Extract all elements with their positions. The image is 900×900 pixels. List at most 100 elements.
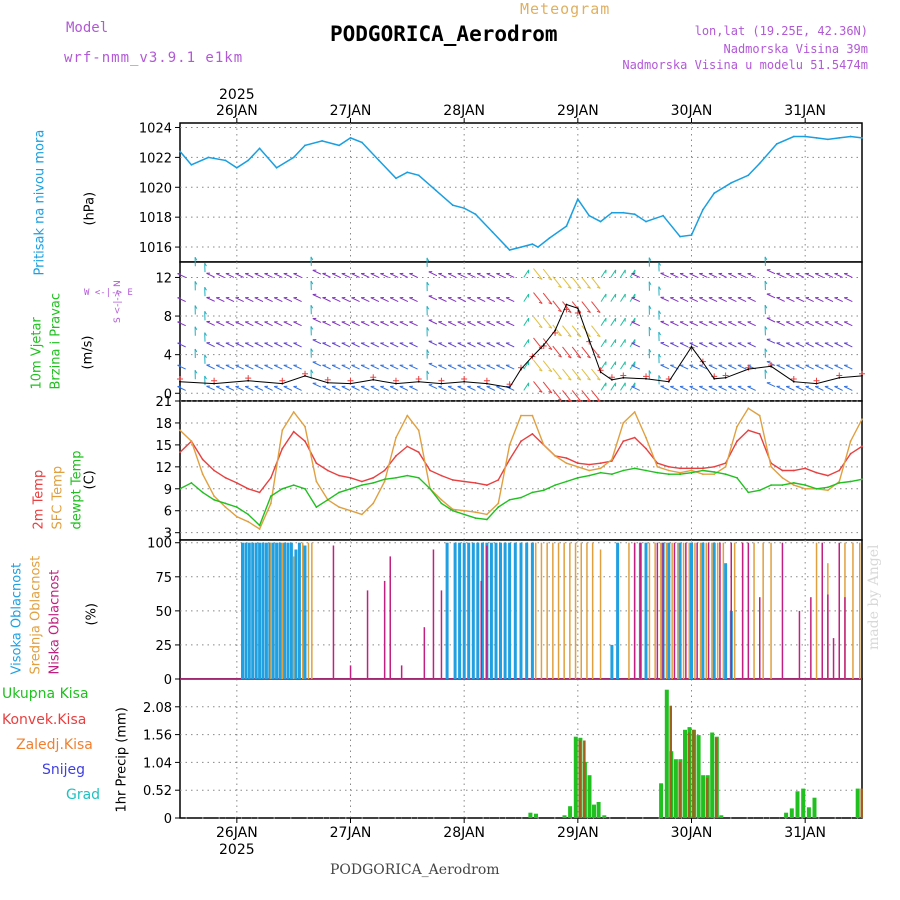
y-tick-label: 12 xyxy=(155,271,172,286)
wind-arrow-head xyxy=(558,355,562,358)
wind-arrow-head xyxy=(596,334,601,338)
wind-arrow xyxy=(380,386,389,391)
dewpt-line-point xyxy=(849,480,852,483)
wind-arrow xyxy=(322,297,331,302)
wind-arrow xyxy=(399,297,409,303)
temp-panel xyxy=(179,400,863,541)
dewpt-line-point xyxy=(315,506,318,508)
wind-arrow-head xyxy=(548,302,553,305)
wind-speed-line-point xyxy=(463,380,466,383)
cloud-low-bar xyxy=(349,665,352,679)
wind-speed-line-point xyxy=(542,344,545,346)
wind-arrow xyxy=(581,301,591,313)
wind-arrow xyxy=(776,385,785,391)
wind-arrow xyxy=(467,273,476,278)
wind-arrow xyxy=(620,339,626,348)
wind-arrow xyxy=(776,321,785,327)
precip-total-bar xyxy=(568,806,573,818)
wind-arrow-head xyxy=(558,398,562,401)
pressure-line-point xyxy=(861,137,863,139)
legend-snow: Snijeg xyxy=(42,762,86,778)
dewpt-line-point xyxy=(372,482,375,484)
pressure-line-point xyxy=(804,135,807,138)
sfc-temp-line-point xyxy=(372,502,375,505)
cloud-high-bar xyxy=(247,542,251,679)
t2m-line-point xyxy=(451,479,454,481)
wind-arrow xyxy=(533,337,543,350)
pressure-line-point xyxy=(508,249,511,251)
wind-arrow xyxy=(370,342,380,348)
cloud-mid-bar xyxy=(546,542,548,679)
sfc-temp-line-point xyxy=(486,513,488,516)
wind-arrow xyxy=(785,364,795,370)
wind-arrow xyxy=(718,364,727,370)
wind-arrow xyxy=(273,273,283,278)
wind-arrow xyxy=(737,364,747,370)
wind-arrow xyxy=(591,277,601,289)
sfc-temp-line-point xyxy=(542,444,545,446)
wind-arrow-head xyxy=(426,257,430,262)
wind-arrow xyxy=(486,273,496,278)
wind-arrow xyxy=(322,342,331,348)
wind-arrow xyxy=(591,346,601,359)
wind-arrow-head xyxy=(548,278,553,281)
wind-arrow xyxy=(670,342,679,348)
dewpt-line-point xyxy=(690,471,693,474)
wind-arrow xyxy=(689,386,699,391)
cloud-mid-bar xyxy=(694,542,696,679)
wind-arrow xyxy=(486,342,496,348)
wind-arrow xyxy=(177,297,186,303)
dewpt-line-point xyxy=(792,482,795,484)
wind-arrow-head xyxy=(567,286,572,289)
precip-conv-bar xyxy=(692,729,695,818)
precip-total-bar xyxy=(801,788,806,818)
wind-arrow xyxy=(776,273,785,278)
precip-total-bar xyxy=(789,808,794,818)
cloud-low-bar xyxy=(639,542,642,679)
wind-arrow xyxy=(486,386,496,391)
sfc-temp-line-point xyxy=(861,418,863,421)
cloud-low-bar xyxy=(480,580,482,679)
sfc-temp-line-point xyxy=(633,411,636,413)
cloud-low-bar xyxy=(741,542,744,679)
dewpt-line-point xyxy=(224,502,227,505)
wind-speed-line-point xyxy=(326,381,329,384)
y-tick-label: 50 xyxy=(155,605,172,620)
wind-arrow xyxy=(283,321,293,327)
wind-arrow xyxy=(389,386,399,391)
cloud-high-bar xyxy=(724,563,728,679)
wind-arrow xyxy=(225,342,235,348)
wind-arrow xyxy=(496,321,505,327)
wind-arrow xyxy=(409,386,418,391)
cloud-low-bar xyxy=(366,590,369,679)
sfc-temp-line-point xyxy=(258,528,261,530)
wind-arrow xyxy=(447,321,457,327)
sfc-temp-line-point xyxy=(792,484,795,486)
cloud-high-bar xyxy=(701,542,705,679)
wind-arrow xyxy=(689,342,699,348)
sfc-temp-line-point xyxy=(827,489,829,492)
t2m-line-point xyxy=(861,445,863,448)
wind-arrow-head xyxy=(310,326,314,330)
cloud-high-bar xyxy=(467,542,471,679)
wind-arrow xyxy=(254,364,264,370)
cloud-mid-bar xyxy=(311,542,313,679)
wind-arrow xyxy=(215,342,225,348)
cloud-mid-bar xyxy=(292,556,295,679)
wind-arrow xyxy=(708,386,718,391)
wind-arrow-head xyxy=(548,347,553,350)
wind-arrow xyxy=(610,361,617,370)
cloud-high-bar xyxy=(294,549,298,679)
precip-total-bar xyxy=(710,732,715,818)
precip-total-bar xyxy=(596,802,601,818)
wind-arrow-head xyxy=(426,305,430,310)
wind-arrow xyxy=(824,386,834,391)
wind-arrow xyxy=(331,273,341,278)
wind-arrow-head xyxy=(577,399,582,402)
sfc-temp-line-point xyxy=(667,469,670,472)
y-tick-label: 12 xyxy=(155,461,172,476)
wind-arrow-head xyxy=(587,286,591,289)
wind-arrow-head xyxy=(194,348,198,353)
wind-arrow xyxy=(631,297,641,303)
wind-arrow xyxy=(795,321,805,327)
